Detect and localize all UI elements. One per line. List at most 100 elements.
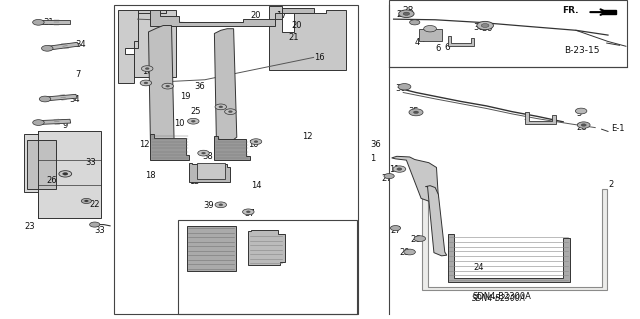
Text: 27: 27	[390, 226, 401, 235]
Polygon shape	[148, 26, 174, 145]
Text: 26: 26	[46, 176, 57, 185]
Text: 18: 18	[145, 171, 156, 180]
Text: 34: 34	[70, 95, 81, 104]
Circle shape	[215, 202, 227, 208]
Circle shape	[413, 111, 419, 114]
Text: 14: 14	[251, 181, 261, 190]
Polygon shape	[44, 94, 77, 101]
Text: 29: 29	[399, 248, 410, 257]
Circle shape	[481, 24, 489, 27]
Text: 35: 35	[408, 107, 419, 116]
Text: 4: 4	[415, 38, 420, 47]
Circle shape	[219, 204, 223, 206]
Circle shape	[409, 109, 423, 116]
Text: 16: 16	[314, 53, 324, 62]
Polygon shape	[426, 186, 447, 256]
Polygon shape	[392, 156, 438, 202]
Polygon shape	[38, 20, 70, 24]
Circle shape	[393, 166, 406, 172]
Polygon shape	[38, 119, 70, 124]
Bar	[114, 5, 358, 314]
Text: 21: 21	[288, 33, 298, 42]
Circle shape	[59, 171, 72, 177]
Circle shape	[254, 141, 258, 143]
Polygon shape	[214, 29, 237, 142]
Circle shape	[140, 80, 152, 86]
Circle shape	[84, 200, 88, 202]
Circle shape	[33, 19, 44, 25]
Text: 36: 36	[370, 140, 381, 149]
Polygon shape	[118, 10, 176, 83]
Text: 26: 26	[411, 235, 422, 244]
Circle shape	[215, 104, 227, 110]
Text: 32: 32	[218, 104, 228, 113]
Text: 31: 31	[44, 18, 54, 27]
Text: 37: 37	[244, 209, 255, 218]
Circle shape	[81, 198, 92, 204]
Text: 30: 30	[481, 24, 493, 33]
Text: FR.: FR.	[562, 6, 579, 15]
Circle shape	[577, 122, 590, 128]
Text: 8: 8	[230, 145, 236, 154]
Bar	[389, 0, 627, 67]
Circle shape	[90, 222, 100, 227]
Text: 6: 6	[444, 43, 450, 52]
Text: 30: 30	[396, 84, 406, 93]
Text: E-1: E-1	[611, 124, 625, 133]
Text: 15: 15	[189, 177, 199, 186]
Circle shape	[398, 84, 411, 90]
Circle shape	[191, 120, 195, 122]
Text: 23: 23	[24, 222, 35, 231]
Polygon shape	[46, 42, 79, 50]
Text: 4: 4	[420, 35, 426, 44]
Circle shape	[219, 106, 223, 108]
Text: 6: 6	[435, 44, 440, 53]
Text: 30: 30	[474, 23, 484, 32]
Text: 33: 33	[95, 226, 106, 235]
Polygon shape	[422, 185, 607, 290]
Circle shape	[231, 143, 243, 149]
Circle shape	[33, 120, 44, 125]
Text: 2: 2	[608, 180, 613, 189]
Text: 36: 36	[194, 82, 205, 91]
Circle shape	[384, 174, 394, 179]
Text: 20: 20	[292, 21, 302, 30]
Polygon shape	[214, 136, 250, 160]
Circle shape	[188, 118, 199, 124]
Text: 5: 5	[576, 109, 581, 118]
Text: 33: 33	[85, 158, 96, 167]
Text: 22: 22	[90, 200, 100, 209]
Text: 10: 10	[142, 67, 152, 76]
Text: 25: 25	[190, 107, 200, 116]
Polygon shape	[269, 6, 346, 70]
Text: 10: 10	[174, 119, 184, 128]
Circle shape	[235, 145, 239, 147]
Polygon shape	[27, 140, 56, 189]
Text: 13: 13	[210, 258, 221, 267]
Circle shape	[198, 150, 209, 156]
Text: SDN4-B2300A: SDN4-B2300A	[472, 292, 531, 301]
Text: 28: 28	[402, 6, 413, 15]
Circle shape	[575, 108, 587, 114]
Circle shape	[250, 139, 262, 145]
Text: 27: 27	[381, 174, 392, 183]
Polygon shape	[24, 131, 101, 218]
Circle shape	[228, 111, 232, 113]
Text: 10: 10	[248, 140, 259, 149]
Polygon shape	[448, 36, 474, 46]
Circle shape	[414, 236, 426, 241]
Polygon shape	[150, 134, 189, 160]
Polygon shape	[419, 29, 442, 41]
Circle shape	[399, 10, 414, 18]
Text: B-23-15: B-23-15	[564, 46, 600, 55]
Circle shape	[397, 168, 402, 170]
Circle shape	[42, 45, 53, 51]
Circle shape	[477, 21, 493, 30]
Text: 7: 7	[76, 70, 81, 78]
Circle shape	[424, 26, 436, 32]
Circle shape	[144, 82, 148, 84]
Text: 12: 12	[140, 140, 150, 149]
Circle shape	[404, 249, 415, 255]
Circle shape	[410, 20, 420, 25]
Text: 1: 1	[370, 154, 375, 163]
